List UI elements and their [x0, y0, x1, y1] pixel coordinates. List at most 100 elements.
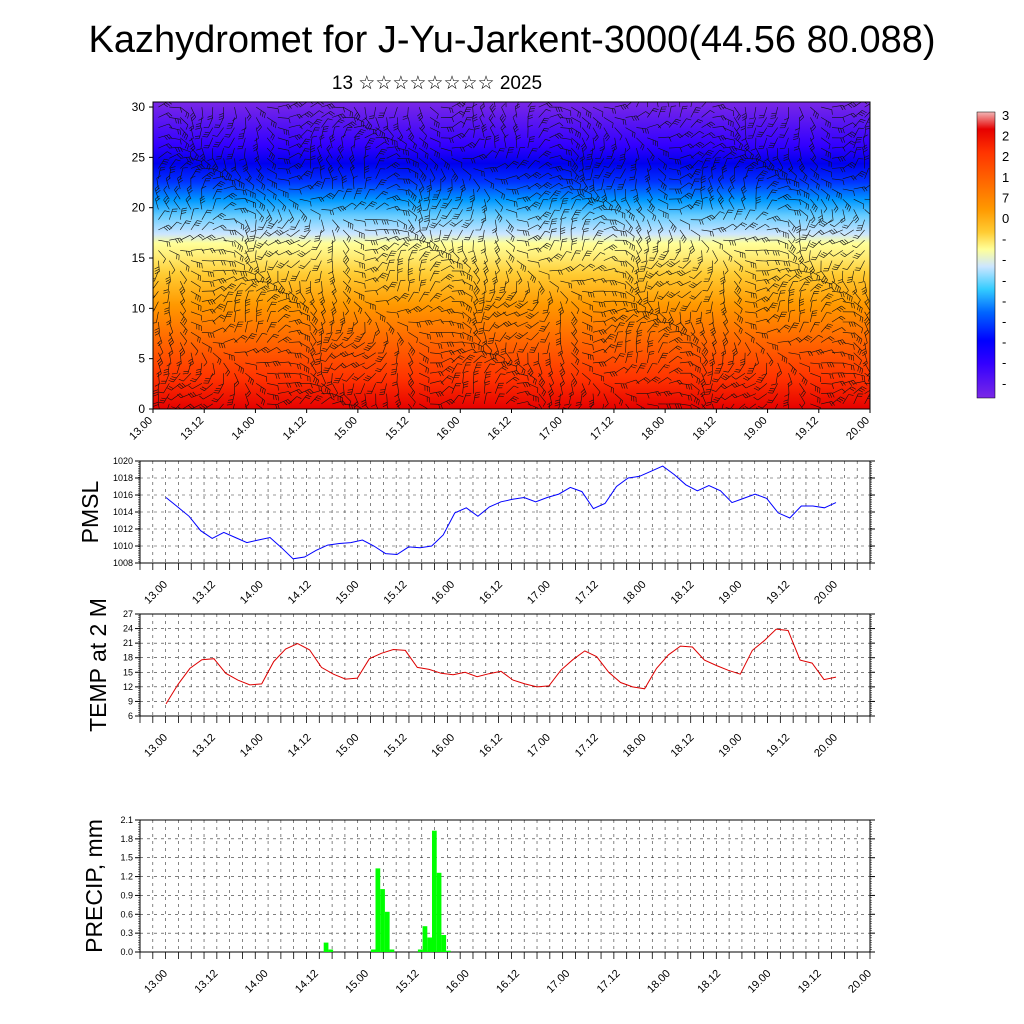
wind-barb: [527, 235, 542, 242]
wind-barb: [429, 281, 441, 292]
wind-barb: [853, 362, 864, 375]
wind-barb: [820, 117, 831, 128]
colorbar-strip: [976, 111, 996, 399]
wind-barb: [321, 373, 326, 388]
wind-barb: [712, 250, 718, 265]
precip-bar: [389, 949, 395, 952]
wind-barb: [254, 127, 259, 142]
wind-barb: [299, 395, 312, 405]
wind-barb: [452, 209, 463, 220]
wind-barb: [679, 164, 694, 171]
wind-barb: [582, 332, 593, 341]
wind-barb: [603, 324, 617, 333]
wind-barb: [560, 251, 572, 261]
wind-barb: [712, 157, 721, 169]
wind-barb: [863, 321, 870, 336]
wind-barb: [201, 158, 211, 171]
wind-barb: [277, 147, 290, 156]
x-tick-label: 19.00: [746, 968, 774, 996]
wind-barb: [353, 270, 366, 279]
wind-barb: [547, 291, 554, 306]
wind-barb: [734, 137, 743, 150]
wind-barb: [614, 239, 628, 246]
wind-barb: [788, 337, 803, 343]
wind-barb: [418, 178, 425, 193]
wind-barb: [499, 281, 507, 294]
wind-barb: [603, 127, 610, 142]
wind-barb: [460, 178, 466, 193]
wind-barb: [614, 117, 627, 126]
wind-barb: [440, 240, 447, 254]
wind-barb: [201, 332, 215, 338]
wind-barb: [353, 129, 366, 138]
wind-barb: [254, 148, 260, 162]
wind-barb: [690, 169, 702, 179]
wind-barb: [342, 188, 353, 200]
wind-barb: [166, 352, 172, 367]
wind-barb: [482, 332, 488, 347]
wind-barb: [245, 290, 254, 302]
wind-barb: [408, 383, 416, 397]
wind-barb: [668, 355, 683, 364]
wind-barb: [158, 112, 173, 118]
wind-barb: [771, 373, 778, 386]
wind-barb: [840, 250, 854, 257]
x-tick-label: 13.12: [190, 732, 218, 760]
wind-barb: [331, 229, 336, 244]
wind-barb: [476, 301, 485, 314]
wind-barb: [603, 225, 618, 231]
wind-barb: [842, 372, 856, 379]
wind-barb: [701, 214, 716, 221]
wind-barb: [639, 281, 648, 293]
wind-barb: [218, 107, 224, 121]
wind-barb: [212, 303, 226, 313]
wind-barb: [571, 250, 582, 261]
wind-barb: [310, 196, 325, 202]
wind-barb: [478, 321, 485, 335]
wind-barb: [277, 313, 291, 323]
wind-barb: [647, 147, 655, 162]
wind-barb: [321, 397, 335, 405]
wind-barb: [777, 352, 788, 364]
wind-barb: [321, 103, 336, 110]
wind-barb: [766, 393, 778, 404]
wind-barb: [223, 301, 233, 312]
wind-barb: [766, 189, 778, 200]
wind-barb: [223, 218, 238, 224]
wind-barb: [169, 166, 176, 179]
wind-barb: [701, 352, 708, 367]
wind-barb: [620, 188, 627, 203]
wind-barb: [451, 168, 459, 182]
wind-barb: [655, 270, 670, 277]
wind-barb: [329, 352, 344, 359]
x-tick-label: 15.12: [381, 579, 409, 607]
wind-barb: [656, 229, 662, 244]
wind-barb: [223, 178, 236, 186]
wind-barb: [375, 117, 380, 132]
wind-barb: [500, 124, 507, 138]
wind-barb: [245, 260, 253, 274]
wind-barb: [753, 393, 767, 401]
wind-barb: [614, 383, 628, 389]
wind-barb: [397, 249, 407, 261]
wind-barb: [201, 280, 215, 287]
wind-barb: [527, 136, 535, 149]
wind-barb: [712, 403, 714, 409]
wind-barb: [549, 183, 564, 190]
wind-barb: [329, 311, 335, 326]
wind-barb: [353, 229, 365, 240]
wind-barb: [375, 352, 387, 363]
wind-barb: [245, 178, 255, 191]
wind-barb: [728, 195, 735, 210]
wind-barb: [158, 123, 173, 128]
wind-barb: [419, 403, 429, 409]
wind-barb: [462, 381, 469, 394]
wind-barb: [636, 240, 642, 254]
wind-barb: [741, 127, 747, 141]
wind-barb: [755, 158, 767, 169]
wind-barb: [647, 301, 654, 315]
wind-barb: [299, 120, 313, 128]
wind-barb: [214, 117, 224, 128]
wind-barb: [288, 372, 302, 379]
wind-barb: [223, 202, 237, 210]
